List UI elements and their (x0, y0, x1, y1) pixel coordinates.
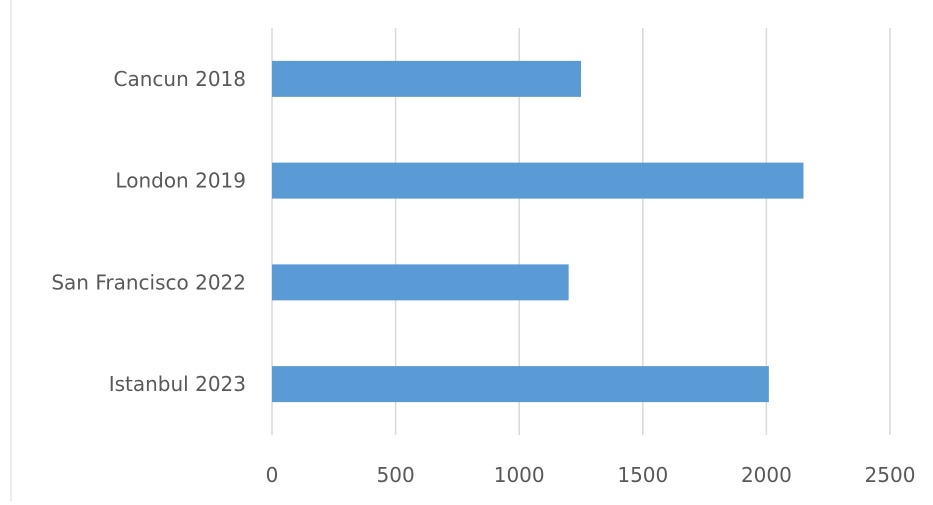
x-tick-label: 0 (266, 463, 279, 487)
category-label: San Francisco 2022 (51, 270, 246, 294)
x-tick-label: 500 (377, 463, 415, 487)
category-label: Istanbul 2023 (109, 372, 246, 396)
x-tick-label: 2500 (865, 463, 916, 487)
category-labels: Cancun 2018 London 2019 San Francisco 2022… (51, 67, 246, 396)
x-tick-label: 1000 (494, 463, 545, 487)
x-tick-label: 1500 (617, 463, 668, 487)
value-axis-ticks: 0 500 1000 1500 2000 2500 (266, 463, 916, 487)
bar (272, 163, 803, 199)
bars (272, 61, 803, 402)
category-label: Cancun 2018 (114, 67, 247, 91)
bar (272, 366, 769, 402)
bar (272, 264, 569, 300)
x-tick-label: 2000 (741, 463, 792, 487)
category-label: London 2019 (115, 169, 246, 193)
bar (272, 61, 581, 97)
